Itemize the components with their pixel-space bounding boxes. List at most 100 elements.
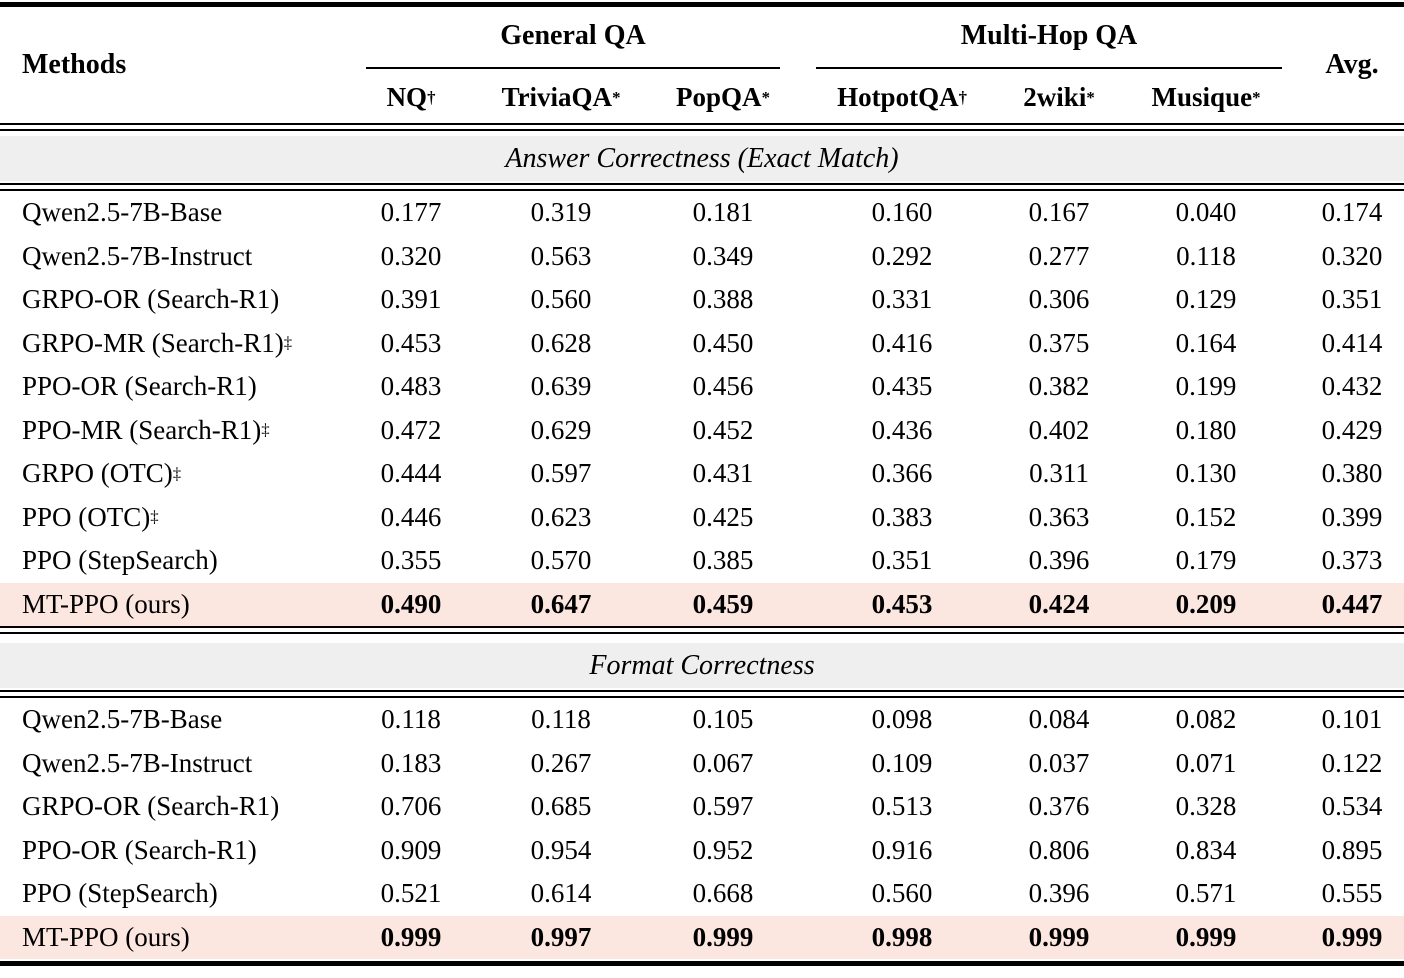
- cell-value: 0.916: [871, 834, 933, 865]
- cell-value: 0.563: [530, 240, 592, 271]
- cell-value: 0.040: [1175, 197, 1237, 228]
- cell-value: 0.513: [871, 791, 933, 822]
- method-label: Qwen2.5-7B-Base: [22, 704, 223, 735]
- cell-value: 0.806: [1028, 834, 1090, 865]
- cell-value: 0.366: [871, 458, 933, 489]
- cell-value: 0.909: [380, 834, 442, 865]
- table-row: MT-PPO (ours) 0.490 0.647 0.459 0.453 0.424 0…: [0, 582, 1404, 626]
- method-label: MT-PPO (ours): [22, 921, 190, 952]
- bottom-rule: [0, 961, 1404, 966]
- cell-value: 0.668: [692, 878, 754, 909]
- cell-value: 0.431: [692, 458, 754, 489]
- cell-value: 0.414: [1321, 327, 1383, 358]
- cell-value: 0.179: [1175, 545, 1237, 576]
- cell-value: 0.396: [1028, 545, 1090, 576]
- cell-value: 0.375: [1028, 327, 1090, 358]
- cell-value: 0.436: [871, 414, 933, 445]
- cell-value: 0.416: [871, 327, 933, 358]
- cell-value: 0.452: [692, 414, 754, 445]
- cell-value: 0.521: [380, 878, 442, 909]
- cell-value: 0.629: [530, 414, 592, 445]
- method-name: PPO-OR (Search-R1): [0, 365, 348, 409]
- table-row: GRPO-MR (Search-R1) ‡ 0.453 0.628 0.450 0.41…: [0, 322, 1404, 366]
- cell-value: 0.311: [1029, 458, 1089, 489]
- cell-value: 0.639: [530, 371, 592, 402]
- cell-value: 0.396: [1028, 878, 1090, 909]
- table-row: Qwen2.5-7B-Instruct 0.320 0.563 0.349 0.292…: [0, 235, 1404, 279]
- method-name: PPO-MR (Search-R1) ‡: [22, 414, 270, 445]
- cell-value: 0.490: [380, 588, 442, 619]
- method-name: PPO-OR (Search-R1): [0, 829, 348, 873]
- cell-value: 0.199: [1175, 371, 1237, 402]
- method-label: Qwen2.5-7B-Base: [22, 197, 223, 228]
- method-label: GRPO-OR (Search-R1): [22, 791, 280, 822]
- table-row: MT-PPO (ours) 0.999 0.997 0.999 0.998 0.999 0…: [0, 915, 1404, 959]
- table-row: Qwen2.5-7B-Base 0.177 0.319 0.181 0.160 0.16…: [0, 191, 1404, 235]
- table-row: PPO (StepSearch) 0.355 0.570 0.385 0.351 0.3…: [0, 539, 1404, 583]
- cell-value: 0.320: [1321, 240, 1383, 271]
- group-header-multi-hop-qa: Multi-Hop QA: [960, 19, 1138, 51]
- cell-value: 0.459: [692, 588, 754, 619]
- column-label: HotpotQA: [837, 82, 959, 112]
- cell-value: 0.555: [1321, 878, 1383, 909]
- column-header-nq: NQ †: [386, 82, 436, 112]
- column-header-musique: Musique *: [1151, 82, 1261, 112]
- column-header-popqa: PopQA *: [676, 82, 770, 112]
- cell-value: 0.177: [380, 197, 442, 228]
- cell-value: 0.424: [1028, 588, 1090, 619]
- column-header-2wiki: 2wiki *: [1023, 82, 1095, 112]
- cell-value: 0.351: [871, 545, 933, 576]
- table-row: GRPO (OTC) ‡ 0.444 0.597 0.431 0.366 0.311 0.1…: [0, 452, 1404, 496]
- cell-value: 0.385: [692, 545, 754, 576]
- cell-value: 0.071: [1175, 747, 1237, 778]
- cell-value: 0.331: [871, 284, 933, 315]
- cell-value: 0.597: [530, 458, 592, 489]
- cell-value: 0.560: [871, 878, 933, 909]
- cell-value: 0.181: [692, 197, 754, 228]
- cell-value: 0.122: [1321, 747, 1383, 778]
- cell-value: 0.450: [692, 327, 754, 358]
- cell-value: 0.623: [530, 501, 592, 532]
- cell-value: 0.706: [380, 791, 442, 822]
- method-name: GRPO-OR (Search-R1): [0, 785, 348, 829]
- cell-value: 0.999: [1175, 921, 1237, 952]
- method-label: Qwen2.5-7B-Instruct: [22, 240, 253, 271]
- general-qa-span-rule: [366, 67, 780, 69]
- table-row: Qwen2.5-7B-Instruct 0.183 0.267 0.067 0.109…: [0, 742, 1404, 786]
- cell-value: 0.351: [1321, 284, 1383, 315]
- method-label: MT-PPO (ours): [22, 588, 190, 619]
- column-header-triviaqa: TriviaQA *: [501, 82, 621, 112]
- cell-value: 0.373: [1321, 545, 1383, 576]
- method-label: PPO-OR (Search-R1): [22, 834, 257, 865]
- cell-value: 0.435: [871, 371, 933, 402]
- cell-value: 0.037: [1028, 747, 1090, 778]
- cell-value: 0.952: [692, 834, 754, 865]
- method-name: GRPO (OTC) ‡: [22, 458, 182, 489]
- cell-value: 0.834: [1175, 834, 1237, 865]
- method-name: Qwen2.5-7B-Base: [0, 698, 348, 742]
- cell-value: 0.118: [531, 704, 591, 735]
- cell-value: 0.084: [1028, 704, 1090, 735]
- cell-value: 0.999: [380, 921, 442, 952]
- cell-value: 0.129: [1175, 284, 1237, 315]
- cell-value: 0.895: [1321, 834, 1383, 865]
- cell-value: 0.174: [1321, 197, 1383, 228]
- table-row: PPO (StepSearch) 0.521 0.614 0.668 0.560 0.3…: [0, 872, 1404, 916]
- column-label: Musique: [1151, 82, 1253, 112]
- cell-value: 0.164: [1175, 327, 1237, 358]
- cell-value: 0.999: [692, 921, 754, 952]
- cell-value: 0.472: [380, 414, 442, 445]
- cell-value: 0.997: [530, 921, 592, 952]
- methods-column-header: Methods: [22, 49, 127, 80]
- cell-value: 0.560: [530, 284, 592, 315]
- method-name: PPO (StepSearch): [0, 539, 348, 583]
- table-row: PPO-MR (Search-R1) ‡ 0.472 0.629 0.452 0.436…: [0, 409, 1404, 453]
- table-row: PPO-OR (Search-R1) 0.909 0.954 0.952 0.916 0…: [0, 829, 1404, 873]
- cell-value: 0.999: [1321, 921, 1383, 952]
- cell-value: 0.209: [1175, 588, 1237, 619]
- cell-value: 0.152: [1175, 501, 1237, 532]
- method-label: Qwen2.5-7B-Instruct: [22, 747, 253, 778]
- cell-value: 0.183: [380, 747, 442, 778]
- cell-value: 0.082: [1175, 704, 1237, 735]
